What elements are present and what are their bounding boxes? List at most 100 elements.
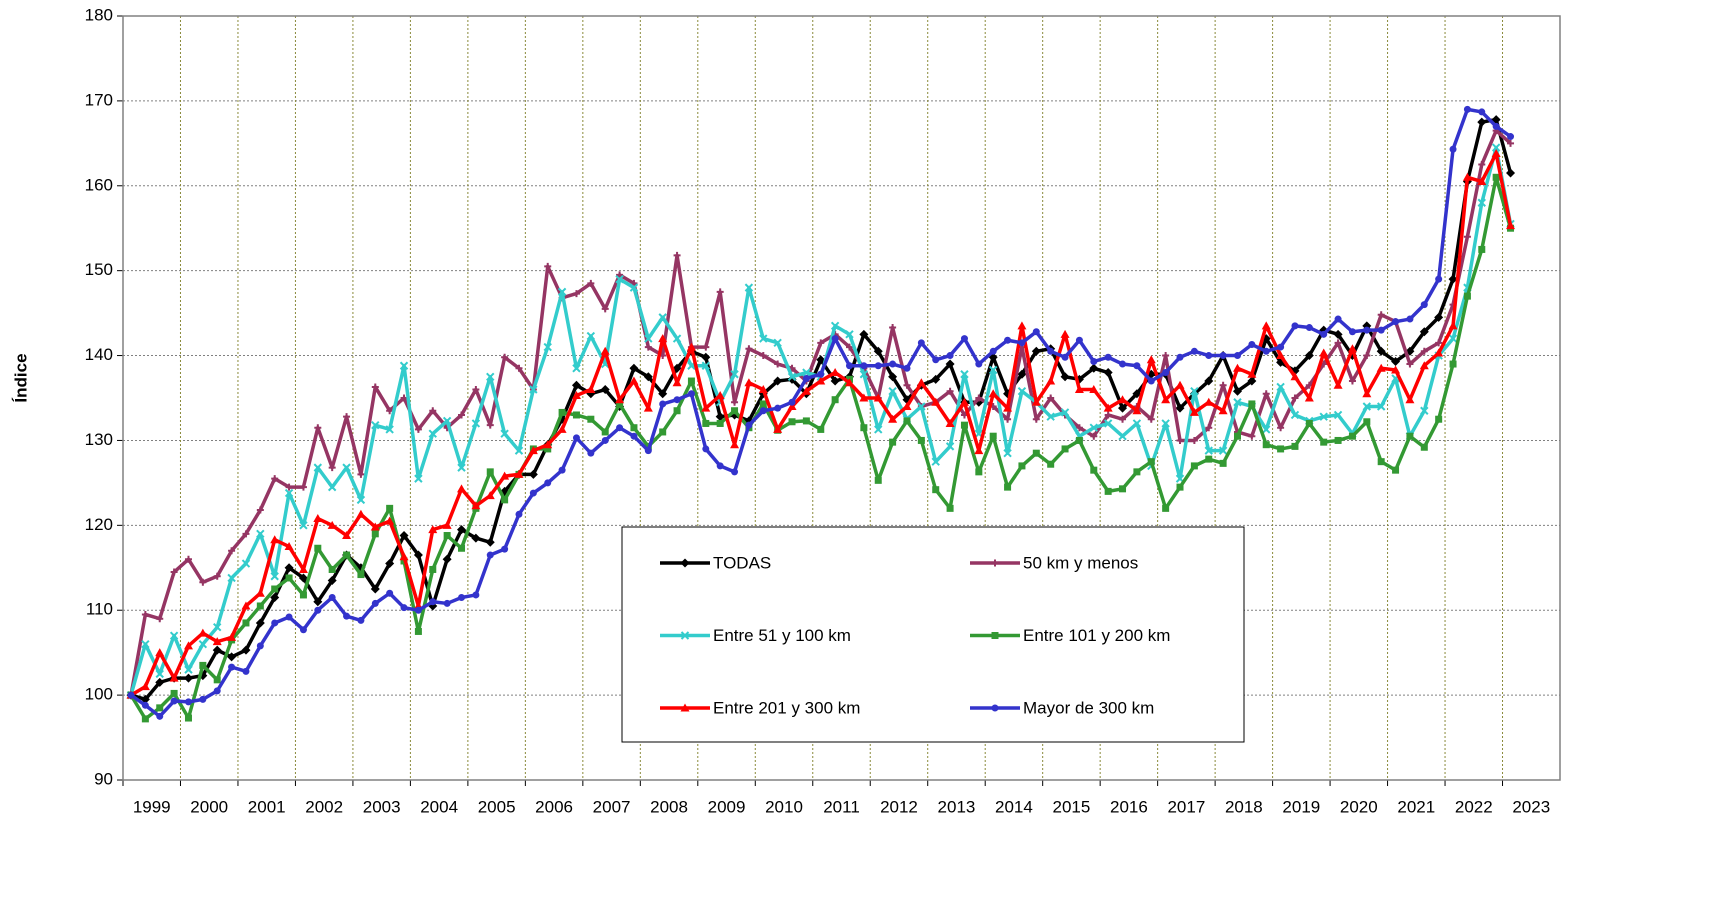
marker (486, 468, 494, 476)
marker (428, 525, 438, 534)
marker (386, 407, 394, 415)
marker (1449, 145, 1457, 153)
marker (256, 602, 264, 610)
marker (616, 271, 624, 279)
marker (1320, 330, 1328, 338)
marker (730, 440, 740, 449)
legend-label: 50 km y menos (1023, 553, 1138, 572)
marker (241, 559, 251, 568)
marker (356, 495, 366, 505)
marker (485, 537, 495, 547)
marker (1176, 483, 1184, 491)
marker (1420, 301, 1428, 309)
marker (313, 514, 323, 523)
marker (1233, 398, 1242, 407)
marker (1391, 356, 1401, 366)
marker (486, 372, 495, 381)
marker (1506, 168, 1516, 178)
marker (328, 565, 336, 573)
marker (385, 425, 394, 434)
marker (169, 673, 179, 682)
marker (1277, 445, 1285, 453)
marker (227, 632, 237, 641)
marker (184, 714, 192, 722)
marker (1047, 347, 1055, 355)
marker (916, 378, 926, 387)
marker (1205, 352, 1213, 360)
marker (830, 368, 840, 377)
marker (299, 591, 307, 599)
marker (1090, 466, 1098, 474)
marker (587, 415, 595, 423)
marker (673, 396, 681, 404)
x-tick-label: 2004 (420, 797, 458, 816)
marker (270, 572, 279, 581)
marker (731, 407, 739, 415)
marker (1348, 432, 1356, 440)
x-tick-label: 2014 (995, 797, 1033, 816)
marker (991, 704, 999, 712)
marker (571, 390, 581, 399)
marker (903, 417, 911, 425)
x-tick-label: 2002 (305, 797, 343, 816)
x-tick-label: 2001 (248, 797, 286, 816)
marker (156, 615, 164, 623)
marker (1334, 315, 1342, 323)
marker (256, 506, 264, 514)
marker (255, 618, 265, 628)
marker (1491, 143, 1501, 152)
marker (587, 279, 595, 287)
marker (242, 619, 250, 627)
x-tick-label: 2013 (938, 797, 976, 816)
x-tick-label: 2007 (593, 797, 631, 816)
marker (744, 283, 754, 292)
marker (327, 520, 337, 529)
marker (801, 386, 811, 395)
marker (1017, 321, 1027, 330)
marker (889, 324, 897, 332)
marker (601, 305, 609, 313)
marker (271, 585, 279, 593)
marker (917, 402, 926, 411)
marker (1406, 432, 1414, 440)
marker (170, 689, 178, 697)
marker (1118, 395, 1128, 404)
marker (1405, 395, 1415, 404)
marker (1291, 394, 1299, 402)
marker (1004, 415, 1012, 423)
marker (1276, 382, 1285, 392)
marker (1463, 233, 1471, 241)
marker (831, 396, 839, 404)
marker (1061, 445, 1069, 453)
marker (183, 641, 193, 650)
marker (658, 389, 668, 399)
marker (414, 425, 422, 433)
marker (212, 645, 222, 655)
marker (1477, 198, 1486, 207)
marker (1478, 161, 1486, 169)
marker (1448, 334, 1458, 343)
marker (731, 468, 739, 476)
marker (458, 544, 466, 552)
y-tick-label: 100 (85, 685, 113, 704)
marker (702, 419, 710, 427)
marker (1018, 462, 1026, 470)
marker (1304, 393, 1314, 402)
marker (774, 404, 782, 412)
marker (198, 639, 208, 649)
marker (213, 687, 221, 695)
marker (212, 637, 222, 646)
marker (1506, 221, 1516, 230)
marker (1362, 389, 1372, 398)
marker (1232, 386, 1242, 396)
marker (1118, 403, 1128, 413)
marker (515, 510, 523, 518)
marker (702, 445, 710, 453)
marker (658, 334, 668, 343)
marker (241, 601, 251, 610)
marker (860, 424, 868, 432)
marker (213, 572, 221, 580)
marker (616, 400, 624, 408)
x-tick-label: 2018 (1225, 797, 1263, 816)
marker (1262, 441, 1270, 449)
